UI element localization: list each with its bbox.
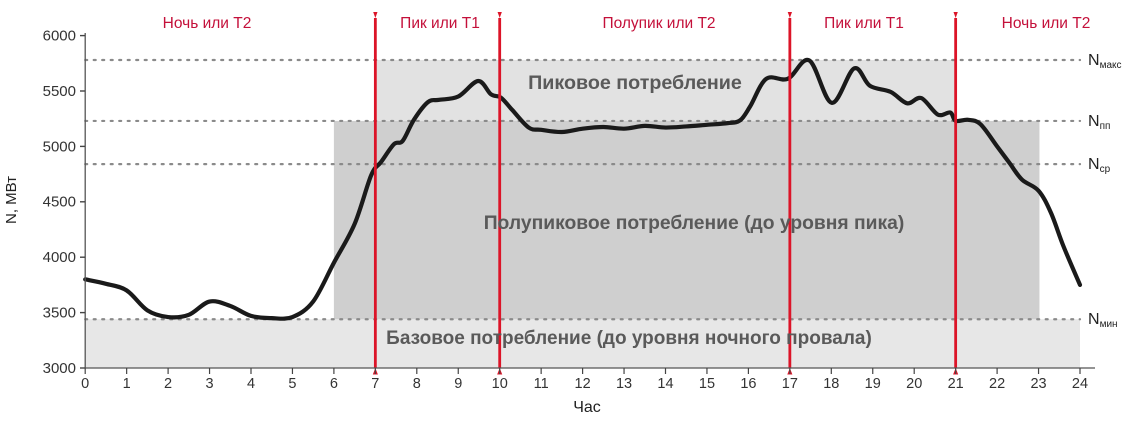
svg-text:7: 7 bbox=[371, 376, 379, 392]
svg-text:16: 16 bbox=[740, 376, 756, 392]
svg-text:9: 9 bbox=[454, 376, 462, 392]
svg-text:Полупик или Т2: Полупик или Т2 bbox=[602, 15, 715, 32]
svg-text:6000: 6000 bbox=[43, 28, 76, 45]
svg-text:0: 0 bbox=[81, 376, 89, 392]
svg-text:N, МВт: N, МВт bbox=[3, 176, 20, 224]
svg-text:20: 20 bbox=[906, 376, 922, 392]
svg-text:3500: 3500 bbox=[43, 305, 76, 322]
svg-text:Пик или Т1: Пик или Т1 bbox=[824, 15, 904, 32]
svg-text:Полупиковое потребление (до ур: Полупиковое потребление (до уровня пика) bbox=[484, 213, 905, 234]
svg-text:Ночь или Т2: Ночь или Т2 bbox=[163, 15, 252, 32]
svg-text:Ночь или Т2: Ночь или Т2 bbox=[1002, 15, 1091, 32]
svg-text:5: 5 bbox=[288, 376, 296, 392]
svg-text:4: 4 bbox=[247, 376, 255, 392]
svg-text:4000: 4000 bbox=[43, 249, 76, 266]
svg-text:19: 19 bbox=[865, 376, 881, 392]
svg-text:5500: 5500 bbox=[43, 83, 76, 100]
svg-text:1: 1 bbox=[123, 376, 131, 392]
svg-text:15: 15 bbox=[699, 376, 715, 392]
svg-text:18: 18 bbox=[823, 376, 839, 392]
svg-text:12: 12 bbox=[575, 376, 591, 392]
svg-text:17: 17 bbox=[782, 376, 798, 392]
svg-text:Пиковое потребление: Пиковое потребление bbox=[528, 72, 742, 94]
svg-text:4500: 4500 bbox=[43, 194, 76, 211]
svg-text:8: 8 bbox=[413, 376, 421, 392]
svg-text:21: 21 bbox=[948, 376, 964, 392]
svg-text:22: 22 bbox=[989, 376, 1005, 392]
svg-text:5000: 5000 bbox=[43, 138, 76, 155]
svg-text:2: 2 bbox=[164, 376, 172, 392]
svg-text:3: 3 bbox=[206, 376, 214, 392]
svg-text:24: 24 bbox=[1072, 376, 1088, 392]
svg-text:Базовое потребление (до уровня: Базовое потребление (до уровня ночного п… bbox=[386, 328, 872, 349]
svg-text:13: 13 bbox=[616, 376, 632, 392]
svg-text:23: 23 bbox=[1030, 376, 1046, 392]
svg-text:10: 10 bbox=[492, 376, 508, 392]
svg-text:Пик или Т1: Пик или Т1 bbox=[400, 15, 480, 32]
svg-text:11: 11 bbox=[534, 376, 549, 392]
svg-text:6: 6 bbox=[330, 376, 338, 392]
svg-text:3000: 3000 bbox=[43, 360, 76, 377]
svg-text:14: 14 bbox=[657, 376, 673, 392]
svg-text:Час: Час bbox=[573, 399, 601, 416]
